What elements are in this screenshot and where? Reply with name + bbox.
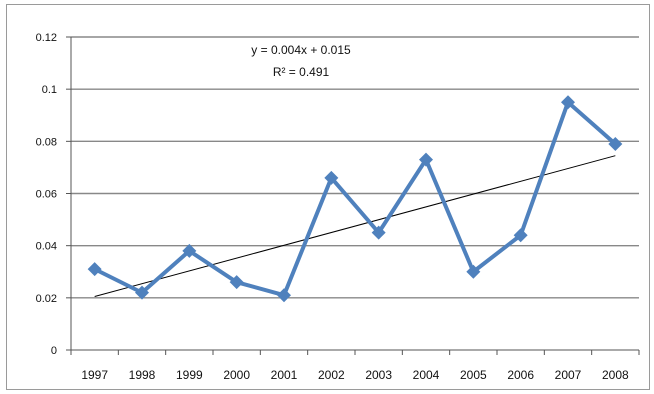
data-point-marker (229, 275, 244, 290)
y-tick-label: 0.08 (36, 136, 57, 148)
x-tick-label: 1999 (176, 368, 203, 382)
data-point-marker (608, 136, 623, 151)
data-point-marker (135, 285, 149, 300)
trendline-annotation: y = 0.004x + 0.015 R² = 0.491 (251, 43, 351, 79)
data-point-marker (324, 170, 339, 185)
gridlines (71, 36, 639, 299)
x-tick-label: 2007 (555, 368, 582, 382)
x-tick-label: 2002 (318, 368, 345, 382)
series-line (93, 100, 617, 298)
y-tick-label: 0.06 (36, 189, 57, 201)
series-layer (87, 95, 623, 303)
y-tick-label: 0.1 (42, 84, 57, 96)
x-tick-label: 2006 (507, 368, 534, 382)
trendline-equation: y = 0.004x + 0.015 (251, 43, 351, 57)
x-tick-label: 2008 (602, 368, 629, 382)
x-tick-label: 2001 (271, 368, 298, 382)
axis-labels: 0 0.02 0.04 0.06 0.08 0.1 0.12 1997 1998 1999 2000… (36, 32, 629, 382)
data-point-marker (87, 262, 102, 277)
data-point-marker (182, 243, 197, 258)
data-point-marker (561, 95, 575, 110)
y-tick-label: 0.02 (36, 293, 57, 305)
data-point-marker (419, 152, 433, 167)
x-tick-label: 2005 (460, 368, 487, 382)
chart-frame: 0 0.02 0.04 0.06 0.08 0.1 0.12 1997 1998 1999 2000… (6, 4, 650, 390)
x-tick-label: 2004 (413, 368, 440, 382)
r-squared-label: R² = 0.491 (273, 65, 330, 79)
data-point-marker (277, 288, 291, 303)
y-tick-label: 0 (51, 345, 57, 357)
x-tick-label: 1998 (129, 368, 156, 382)
data-point-marker (466, 264, 481, 279)
x-tick-label: 1997 (81, 368, 108, 382)
data-point-marker (513, 228, 528, 243)
y-tick-label: 0.12 (36, 32, 57, 44)
line-chart: 0 0.02 0.04 0.06 0.08 0.1 0.12 1997 1998 1999 2000… (36, 32, 640, 382)
x-tick-label: 2003 (365, 368, 392, 382)
trendline-layer (94, 155, 616, 298)
trendline (94, 155, 616, 298)
axes (66, 36, 640, 355)
y-tick-label: 0.04 (36, 241, 57, 253)
x-tick-label: 2000 (223, 368, 250, 382)
data-point-marker (371, 225, 386, 240)
